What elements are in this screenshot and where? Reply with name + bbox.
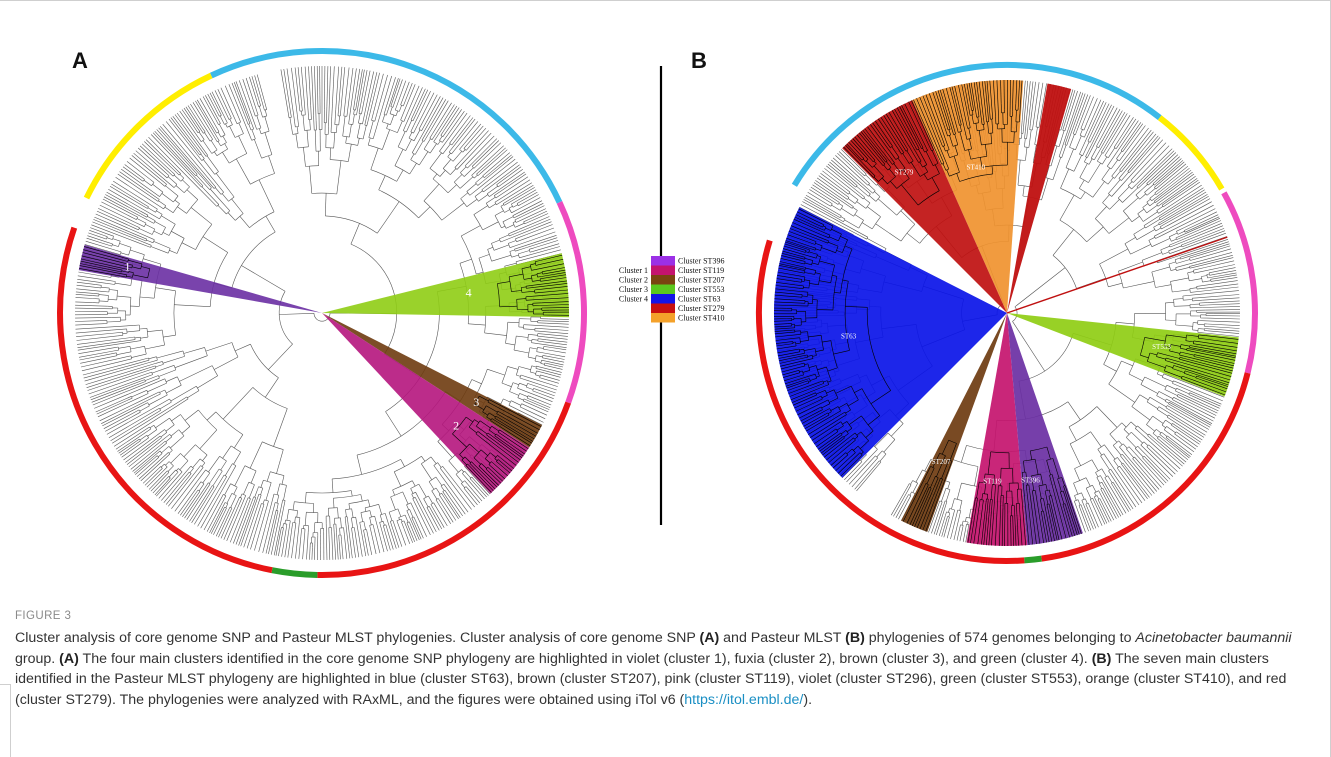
legend-label: Cluster ST207 bbox=[678, 276, 724, 285]
ring-segment bbox=[1157, 115, 1225, 191]
cluster-label: 2 bbox=[453, 419, 459, 433]
legend-label: Cluster ST396 bbox=[678, 257, 724, 266]
cluster-line-extra bbox=[1006, 236, 1228, 314]
legend-label: Cluster ST279 bbox=[678, 304, 724, 313]
cluster-wedge bbox=[912, 80, 1024, 313]
species-name: Acinetobacter baumannii bbox=[1135, 630, 1292, 646]
legend-cluster-label: Cluster 1 bbox=[619, 266, 648, 275]
ring-segment bbox=[756, 239, 1025, 564]
cluster-label: ST63 bbox=[841, 332, 857, 340]
ring-segment bbox=[210, 48, 563, 204]
legend-label: Cluster ST553 bbox=[678, 285, 724, 294]
legend-swatch bbox=[651, 284, 675, 294]
legend-swatch bbox=[651, 265, 675, 275]
panel-b-label: B bbox=[691, 48, 707, 73]
cluster-wedge bbox=[322, 313, 530, 494]
legend-swatch bbox=[651, 313, 675, 323]
legend-cluster-label: Cluster 2 bbox=[619, 276, 648, 285]
itol-link[interactable]: https://itol.embl.de/ bbox=[684, 691, 804, 708]
cluster-wedge-extra bbox=[1007, 83, 1072, 313]
cluster-wedge bbox=[966, 313, 1028, 547]
caption-part: The four main clusters identified in the… bbox=[78, 650, 1092, 667]
cluster-label: ST396 bbox=[1021, 476, 1040, 484]
cluster-wedge bbox=[322, 253, 570, 318]
caption-part: phylogenies of 574 genomes belonging to bbox=[864, 630, 1136, 646]
legend-cluster-label: Cluster 3 bbox=[619, 285, 648, 294]
legend-swatch bbox=[651, 294, 675, 304]
cluster-wedge bbox=[901, 313, 1007, 532]
cluster-wedge bbox=[322, 313, 543, 448]
legend-label: Cluster ST410 bbox=[678, 314, 724, 323]
cluster-label: ST410 bbox=[966, 163, 985, 171]
ring-segment bbox=[317, 401, 572, 579]
panel-a-cluster-wedges: 1 4 32 bbox=[78, 244, 570, 494]
legend-label: Cluster ST119 bbox=[678, 266, 724, 275]
cluster-label: ST207 bbox=[932, 458, 951, 466]
figure-frame-top bbox=[0, 0, 1331, 1]
legend-swatch bbox=[651, 256, 675, 266]
caption-frame-line bbox=[0, 684, 10, 685]
cluster-label: ST553 bbox=[1152, 343, 1171, 351]
ring-segment bbox=[1041, 372, 1251, 562]
cluster-wedge bbox=[842, 100, 1007, 313]
caption-part: ). bbox=[803, 691, 813, 708]
caption-part: and Pasteur MLST bbox=[719, 630, 846, 646]
cluster-label: 3 bbox=[473, 395, 479, 409]
figure-caption: FIGURE 3 Cluster analysis of core genome… bbox=[15, 610, 1305, 710]
legend-swatch bbox=[651, 275, 675, 285]
cluster-label: 1 bbox=[125, 259, 131, 273]
caption-frame-tick bbox=[10, 684, 11, 757]
panel-ref: (A) bbox=[59, 650, 79, 667]
panel-a-tree bbox=[74, 65, 570, 561]
panel-b-outer-ring bbox=[756, 62, 1258, 564]
caption-part: group. bbox=[15, 650, 60, 667]
panel-ref: (B) bbox=[845, 630, 865, 646]
ring-segment bbox=[556, 201, 588, 404]
ring-segment bbox=[271, 567, 318, 578]
figure-number: FIGURE 3 bbox=[15, 610, 72, 622]
legend-cluster-label: Cluster 4 bbox=[619, 295, 648, 304]
panel-ref: (B) bbox=[1091, 650, 1112, 667]
ring-segment bbox=[57, 226, 273, 574]
panel-a-label: A bbox=[72, 48, 88, 73]
ring-segment bbox=[83, 72, 213, 200]
ring-segment bbox=[1024, 555, 1042, 564]
cluster-label: ST279 bbox=[895, 168, 914, 176]
ring-segment bbox=[1221, 191, 1258, 374]
legend-swatch bbox=[651, 303, 675, 313]
panel-a-outer-ring bbox=[57, 48, 588, 579]
cluster-label: ST119 bbox=[983, 477, 1002, 485]
legend-label: Cluster ST63 bbox=[678, 295, 720, 304]
cluster-wedge bbox=[1007, 313, 1239, 397]
caption-part: The seven main clusters identified in th… bbox=[15, 650, 1287, 708]
panel-ref: (A) bbox=[699, 630, 720, 646]
caption-part: Cluster analysis of core genome SNP and … bbox=[15, 630, 700, 646]
panel-b-cluster-wedges: ST410 ST279 ST63 ST553 ST207 ST119 ST396 bbox=[773, 79, 1239, 547]
ring-segment bbox=[791, 62, 1162, 187]
cluster-label: 4 bbox=[466, 285, 472, 299]
caption-text: Cluster analysis of core genome SNP and … bbox=[15, 628, 1305, 710]
cluster-wedge bbox=[78, 244, 322, 313]
